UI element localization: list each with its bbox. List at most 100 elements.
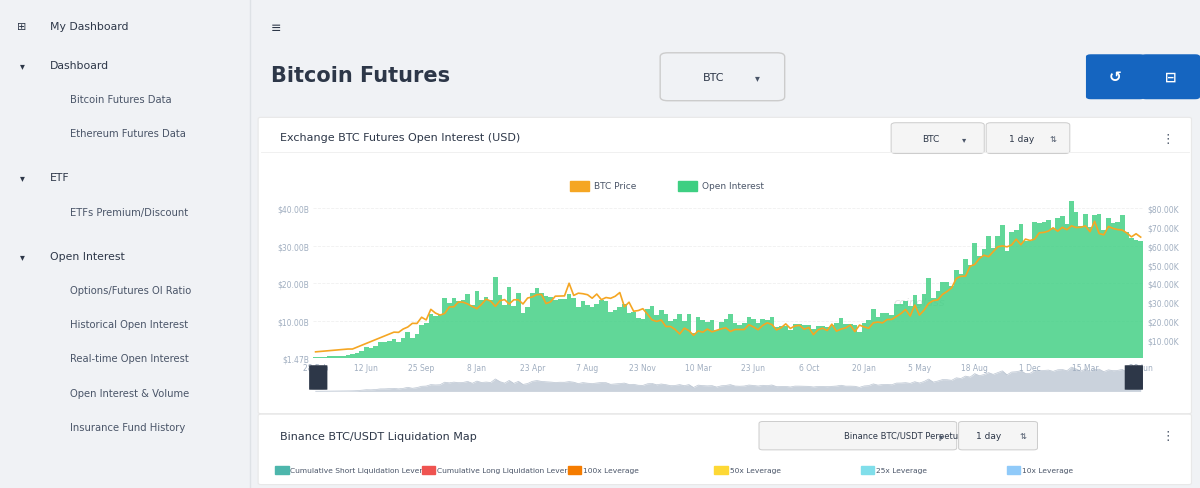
Bar: [1084, 214, 1087, 359]
Text: Insurance Fund History: Insurance Fund History: [70, 422, 185, 432]
Bar: [586, 305, 590, 359]
Text: Historical Open Interest: Historical Open Interest: [70, 320, 188, 329]
Bar: [618, 307, 622, 359]
Bar: [590, 307, 594, 359]
Bar: [696, 318, 701, 359]
Bar: [719, 322, 724, 359]
Bar: [608, 312, 613, 359]
Bar: [341, 356, 346, 359]
Bar: [328, 357, 331, 359]
Text: ETFs Premium/Discount: ETFs Premium/Discount: [70, 207, 188, 217]
Bar: [401, 339, 406, 359]
Bar: [884, 313, 889, 359]
FancyBboxPatch shape: [959, 422, 1038, 450]
Bar: [839, 319, 844, 359]
Bar: [889, 315, 894, 359]
Bar: [811, 330, 816, 359]
Bar: [1092, 216, 1097, 359]
Bar: [940, 282, 944, 359]
Bar: [419, 325, 424, 359]
Bar: [446, 303, 451, 359]
Text: Options/Futures OI Ratio: Options/Futures OI Ratio: [70, 285, 191, 295]
Bar: [1129, 238, 1134, 359]
Bar: [714, 330, 719, 359]
Bar: [797, 324, 802, 359]
Bar: [461, 300, 466, 359]
Bar: [331, 357, 336, 359]
Bar: [613, 310, 618, 359]
Bar: [1120, 216, 1124, 359]
Bar: [484, 298, 488, 359]
Bar: [860, 466, 874, 474]
Bar: [323, 357, 328, 359]
Bar: [318, 357, 323, 359]
Bar: [824, 327, 829, 359]
Text: ▾: ▾: [938, 431, 943, 440]
Bar: [1051, 228, 1055, 359]
Bar: [844, 325, 848, 359]
Text: Bitcoin Futures Data: Bitcoin Futures Data: [70, 95, 172, 105]
Bar: [761, 319, 766, 359]
Bar: [359, 351, 364, 359]
Bar: [876, 318, 881, 359]
Bar: [964, 259, 968, 359]
Bar: [521, 313, 526, 359]
Bar: [570, 182, 589, 192]
Bar: [816, 326, 821, 359]
Bar: [571, 299, 576, 359]
Bar: [1037, 224, 1042, 359]
Bar: [1106, 219, 1111, 359]
Bar: [396, 342, 401, 359]
Bar: [1009, 233, 1014, 359]
Bar: [788, 330, 793, 359]
Bar: [1046, 220, 1051, 359]
Bar: [443, 299, 446, 359]
Bar: [355, 354, 359, 359]
Text: ≡: ≡: [270, 22, 281, 35]
Bar: [415, 334, 419, 359]
Bar: [766, 321, 769, 359]
FancyBboxPatch shape: [1086, 55, 1145, 100]
Bar: [1074, 213, 1079, 359]
Bar: [1087, 228, 1092, 359]
Text: Open Interest: Open Interest: [50, 251, 125, 261]
Bar: [506, 287, 511, 359]
Bar: [1019, 224, 1024, 359]
Bar: [922, 294, 926, 359]
Bar: [756, 324, 761, 359]
Text: 50x Leverage: 50x Leverage: [730, 467, 780, 473]
Text: ⇅: ⇅: [1049, 134, 1056, 143]
Bar: [1007, 466, 1020, 474]
Bar: [659, 310, 664, 359]
Text: My Dashboard: My Dashboard: [50, 22, 128, 32]
Text: ▾: ▾: [755, 73, 760, 82]
Bar: [857, 332, 862, 359]
Text: ▾: ▾: [962, 134, 966, 143]
Bar: [774, 327, 779, 359]
Bar: [751, 320, 756, 359]
Bar: [493, 278, 498, 359]
Text: 100x Leverage: 100x Leverage: [583, 467, 640, 473]
Bar: [516, 293, 521, 359]
FancyBboxPatch shape: [1141, 55, 1200, 100]
Bar: [926, 278, 931, 359]
Text: Binance BTC/USDT Liquidation Map: Binance BTC/USDT Liquidation Map: [280, 431, 476, 441]
Bar: [646, 309, 649, 359]
Bar: [852, 325, 857, 359]
Bar: [548, 298, 553, 359]
Bar: [949, 286, 954, 359]
Text: ▾: ▾: [20, 61, 25, 71]
Bar: [350, 355, 355, 359]
Bar: [936, 291, 940, 359]
Bar: [871, 310, 876, 359]
Bar: [996, 237, 1000, 359]
Bar: [383, 342, 388, 359]
Bar: [581, 301, 586, 359]
Text: Real-time Open Interest: Real-time Open Interest: [70, 354, 188, 364]
Bar: [576, 308, 581, 359]
Bar: [1000, 225, 1004, 359]
Bar: [894, 305, 899, 359]
Bar: [1014, 231, 1019, 359]
Bar: [728, 315, 733, 359]
Bar: [793, 324, 797, 359]
